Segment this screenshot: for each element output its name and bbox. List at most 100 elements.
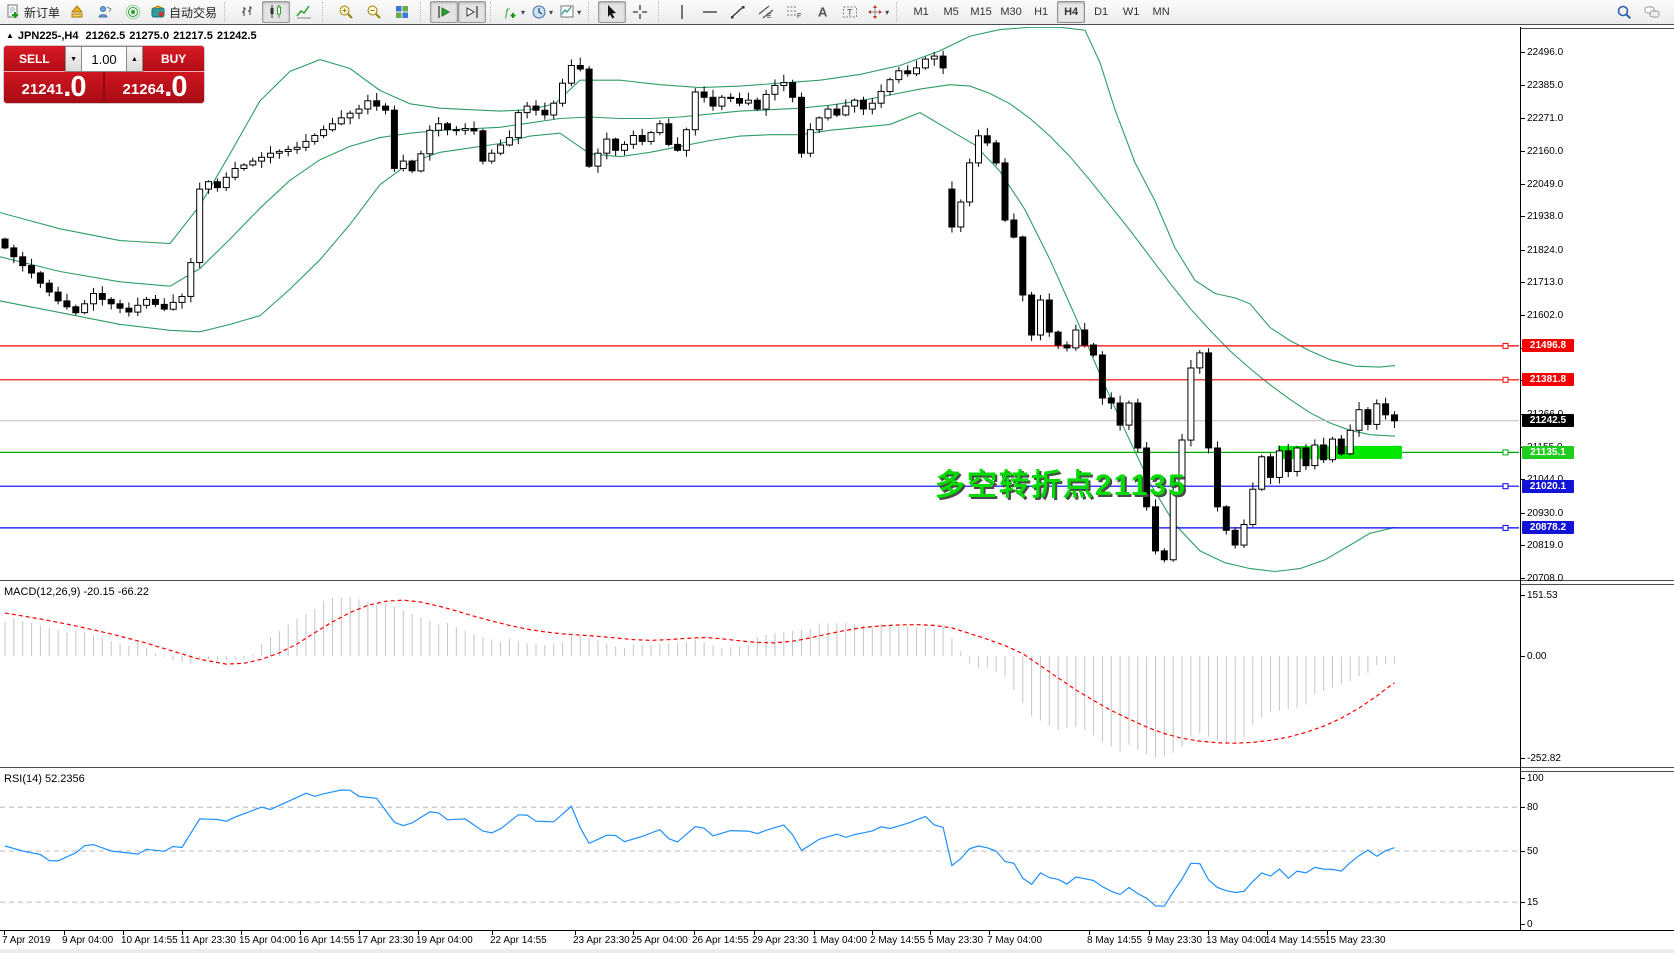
price-tick-label: 21824.0 [1527,245,1564,256]
rsi-pane[interactable] [0,770,1520,929]
zoom-out-button[interactable] [360,1,388,23]
draw-vline-button[interactable] [668,1,696,23]
periods-button[interactable]: ▾ [528,1,556,23]
collapse-icon[interactable]: ▲ [6,31,14,40]
line-handle[interactable] [1502,449,1509,456]
chat-button[interactable] [1638,1,1666,23]
template-chart-icon [560,5,574,18]
tile-windows-button[interactable] [388,1,416,23]
timeframe-h1-button[interactable]: H1 [1034,6,1049,18]
timeframe-h4-button[interactable]: H4 [1057,1,1086,23]
cursor-button[interactable] [598,1,627,23]
chart-annotation-text[interactable]: 多空转折点21135 [935,469,1187,502]
candle [231,168,239,178]
candle [798,96,805,154]
sell-button[interactable]: SELL [4,46,65,72]
price-tick-label: 22049.0 [1527,179,1564,190]
candle [1019,236,1027,296]
crosshair-button[interactable] [626,1,654,23]
candle [364,100,372,110]
chart-shift-button[interactable] [458,1,487,23]
price-tick-mark [1520,184,1525,185]
candle [240,164,248,169]
line-handle[interactable] [1502,376,1509,383]
chart-bars-button[interactable] [234,1,262,23]
candle [700,91,708,98]
candle [1240,524,1248,546]
price-tick-mark [1520,216,1525,217]
time-tick-mark [300,931,301,935]
indicators-button[interactable]: f ▾ [500,1,528,23]
toolbar-separator [490,2,496,22]
timeframe-m15-button[interactable]: M15 [970,6,992,18]
zoom-in-button[interactable] [332,1,360,23]
volume-down-button[interactable]: ▼ [64,46,83,72]
auto-trading-label: 自动交易 [169,5,218,20]
candle [1143,447,1151,508]
zoom-out-icon [367,5,381,19]
buy-price[interactable]: 21264.0 [105,72,204,103]
draw-arrows-button[interactable]: ▾ [864,1,892,23]
templates-button[interactable]: ▾ [556,1,584,23]
chart-bars-icon [242,6,253,16]
fibo-lines-icon: F [787,6,801,20]
auto-trading-button[interactable]: 自动交易 [147,1,220,23]
candle [1152,506,1159,552]
timeframe-m30-button[interactable]: M30 [1000,6,1022,18]
draw-label-button[interactable]: T [836,1,864,23]
draw-text-button[interactable]: A [808,1,836,23]
macd-pane[interactable] [0,583,1520,767]
new-order-button[interactable]: 新订单 [2,1,63,23]
market-watch-button[interactable] [63,1,91,23]
candle [859,99,867,110]
chart-candles-button[interactable] [262,1,291,23]
timeframe-w1-button[interactable]: W1 [1122,6,1140,18]
sell-price[interactable]: 21241.0 [4,72,103,103]
candle [904,70,912,75]
search-button[interactable] [1610,1,1638,23]
line-handle[interactable] [1502,524,1509,531]
volume-input[interactable]: 1.00 [82,46,126,72]
candle [408,160,416,172]
candle [417,153,425,172]
auto-scroll-button[interactable] [430,1,459,23]
volume-up-button[interactable]: ▲ [125,46,144,72]
timeframe-d1-button[interactable]: D1 [1094,6,1109,18]
price-tick-label: 21938.0 [1527,211,1564,222]
draw-channel-button[interactable]: E [752,1,780,23]
candle [523,105,531,114]
line-handle[interactable] [1502,483,1509,490]
time-label: 14 May 14:55 [1265,935,1326,946]
bollinger-bands [0,27,1396,573]
draw-trendline-button[interactable] [724,1,752,23]
candle [541,109,549,116]
price-tick-label: 22271.0 [1527,113,1564,124]
candle [939,55,947,69]
signals-button[interactable] [119,1,147,23]
trade-panel-divider [103,72,105,103]
draw-hline-button[interactable] [696,1,724,23]
rsi-tick-mark [1520,902,1525,903]
main-chart[interactable] [0,27,1520,580]
buy-button[interactable]: BUY [143,46,204,72]
candle [1258,456,1266,490]
candle [54,291,62,302]
candle [328,123,336,131]
candle [435,123,443,131]
time-label: 19 Apr 04:00 [416,935,473,946]
timeframe-m1-button[interactable]: M1 [913,6,929,18]
line-handle[interactable] [1502,342,1509,349]
candle [691,91,699,131]
time-tick-mark [1208,931,1209,935]
candle [736,98,743,104]
timeframe-m5-button[interactable]: M5 [943,6,959,18]
svg-text:f: f [505,5,510,19]
draw-fibo-button[interactable]: F [780,1,808,23]
text-label-icon: T [843,6,858,18]
candle [1337,438,1345,455]
timeframe-mn-button[interactable]: MN [1152,6,1170,18]
chart-line-button[interactable] [290,1,318,23]
time-axis[interactable]: 7 Apr 2019 9 Apr 04:00 10 Apr 14:55 11 Apr … [0,930,1674,949]
navigator-button[interactable] [91,1,119,23]
